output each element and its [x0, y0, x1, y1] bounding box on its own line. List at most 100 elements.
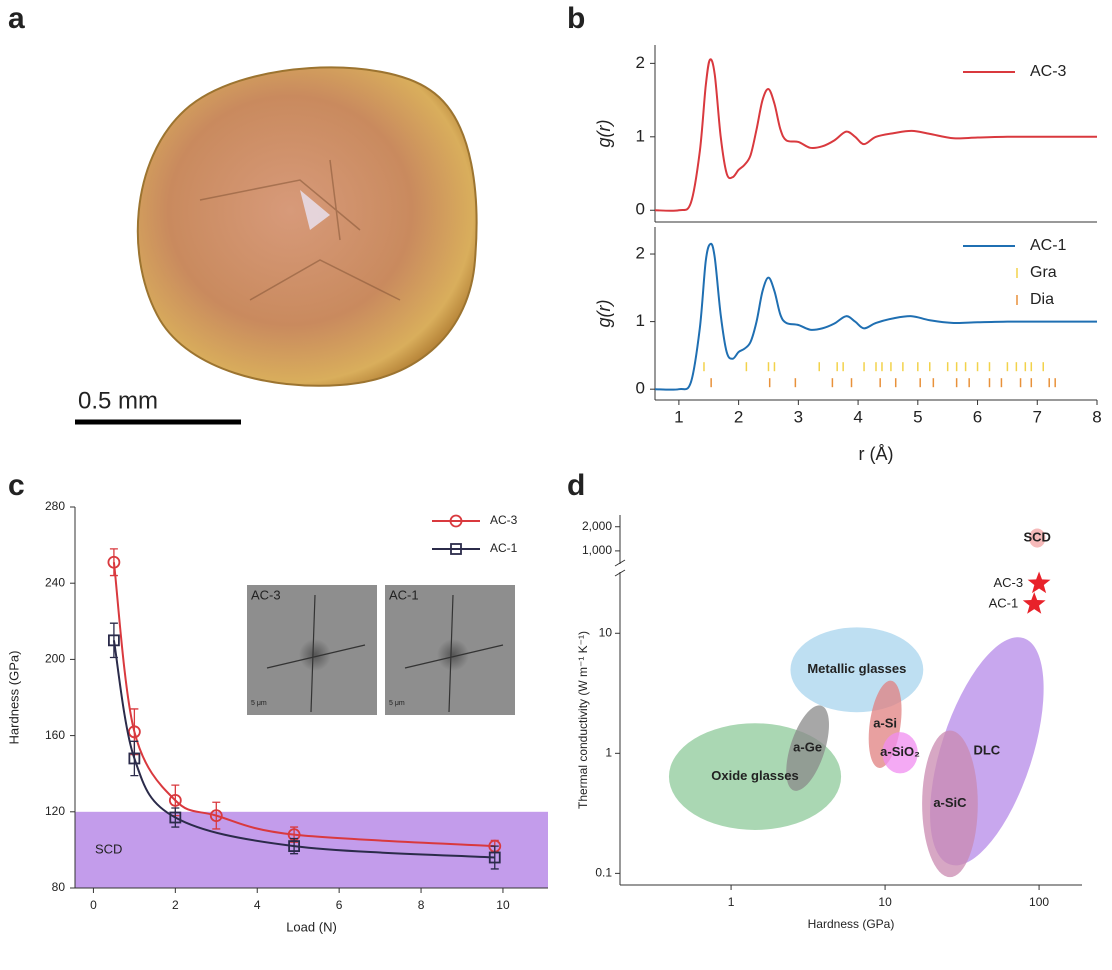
- y-axis-label: g(r): [594, 300, 614, 328]
- error-bar: [212, 801, 221, 830]
- x-tick-label: 1: [674, 407, 683, 426]
- band-label: SCD: [95, 841, 122, 856]
- x-tick-label: 5: [913, 407, 922, 426]
- region: [786, 705, 829, 791]
- marker: [488, 851, 501, 864]
- marker: [288, 840, 300, 852]
- legend-label: AC-3: [1030, 63, 1067, 80]
- marker: [168, 793, 182, 807]
- y-axis-label: g(r): [594, 120, 614, 148]
- x-tick-label: 4: [853, 407, 862, 426]
- x-tick-label: 2: [172, 898, 179, 912]
- legend-label: Dia: [1030, 291, 1054, 308]
- y-tick-label: 200: [45, 652, 65, 666]
- x-tick-label: 4: [254, 898, 261, 912]
- y-tick-label: 120: [45, 804, 65, 818]
- region-label: Metallic glasses: [807, 661, 906, 676]
- legend-label: AC-1: [1030, 237, 1067, 254]
- y-tick-label: 2,000: [582, 519, 612, 533]
- panel-label: d: [567, 469, 585, 502]
- x-tick-label: 10: [878, 895, 892, 909]
- y-tick-label: 2: [636, 244, 645, 263]
- region: [882, 732, 918, 774]
- marker: [209, 809, 223, 823]
- marker: [128, 752, 141, 765]
- point-label: AC-3: [993, 575, 1023, 590]
- inset-scale: 5 μm: [251, 700, 267, 707]
- series-line: [654, 242, 1097, 391]
- indent-cracks: [404, 594, 504, 713]
- y-tick-label: 10: [599, 625, 613, 639]
- x-tick-label: 2: [734, 407, 743, 426]
- series-line: [112, 640, 495, 859]
- x-tick-label: 6: [336, 898, 343, 912]
- y-tick-label: 0.1: [595, 866, 612, 880]
- marker: [169, 811, 182, 824]
- y-axis-label: Thermal conductivity (W m⁻¹ K⁻¹): [576, 631, 590, 809]
- error-bar: [490, 845, 499, 870]
- y-tick-label: 80: [52, 880, 66, 894]
- marker: [108, 634, 120, 647]
- x-tick-label: 0: [90, 898, 97, 912]
- point-label: AC-1: [989, 596, 1019, 611]
- panel-label: a: [8, 2, 25, 35]
- error-bar: [109, 622, 118, 659]
- x-axis-label: Hardness (GPa): [808, 917, 895, 931]
- x-tick-label: 8: [418, 898, 425, 912]
- panel-label: c: [8, 469, 25, 502]
- x-tick-label: 3: [794, 407, 803, 426]
- panel-label: b: [567, 2, 585, 35]
- region-label: SCD: [1023, 529, 1050, 544]
- y-tick-label: 2: [636, 53, 645, 72]
- photo: [75, 66, 478, 425]
- legend-label: AC-1: [490, 541, 518, 555]
- y-tick-label: 280: [45, 499, 65, 513]
- region-label: a-Si: [873, 716, 897, 731]
- scale-bar-label: 0.5 mm: [78, 387, 158, 414]
- region: [922, 730, 978, 878]
- error-bar: [130, 740, 139, 777]
- y-tick-label: 1: [605, 745, 612, 759]
- indent-cracks: [266, 594, 366, 713]
- region-label: a-Ge: [793, 740, 822, 755]
- x-tick-label: 1: [728, 895, 735, 909]
- axis-break: [614, 559, 626, 577]
- marker: [107, 555, 121, 569]
- y-tick-label: 0: [636, 200, 645, 219]
- star-point: [1027, 571, 1051, 594]
- region-label: Oxide glasses: [711, 768, 798, 783]
- legend-label: AC-3: [490, 513, 518, 527]
- region-label: a-SiO₂: [880, 744, 920, 759]
- legend-marker: [449, 514, 463, 528]
- x-tick-label: 8: [1092, 407, 1101, 426]
- legend-label: Gra: [1030, 264, 1057, 281]
- legend-marker: [450, 543, 462, 555]
- y-tick-label: 1: [636, 311, 645, 330]
- marker: [127, 725, 141, 739]
- indent: [437, 639, 469, 671]
- inset-label: AC-3: [251, 587, 281, 602]
- band: [75, 811, 548, 888]
- series-line: [112, 562, 495, 848]
- x-axis-label: r (Å): [859, 444, 894, 464]
- inset-label: AC-1: [389, 587, 419, 602]
- series-line: [654, 58, 1097, 212]
- error-bar: [109, 548, 118, 577]
- region-label: a-SiC: [933, 795, 967, 810]
- x-tick-label: 6: [973, 407, 982, 426]
- x-tick-label: 100: [1029, 895, 1049, 909]
- x-tick-label: 10: [496, 898, 510, 912]
- y-tick-label: 1: [636, 126, 645, 145]
- indent: [299, 639, 331, 671]
- y-tick-label: 1,000: [582, 543, 612, 557]
- y-tick-label: 160: [45, 728, 65, 742]
- y-tick-label: 240: [45, 575, 65, 589]
- inset-scale: 5 μm: [389, 700, 405, 707]
- region-label: DLC: [973, 743, 1000, 758]
- x-axis-label: Load (N): [286, 919, 337, 934]
- y-axis-label: Hardness (GPa): [6, 651, 21, 745]
- star-point: [1022, 592, 1046, 614]
- region: [1028, 528, 1046, 548]
- error-bar: [171, 807, 180, 828]
